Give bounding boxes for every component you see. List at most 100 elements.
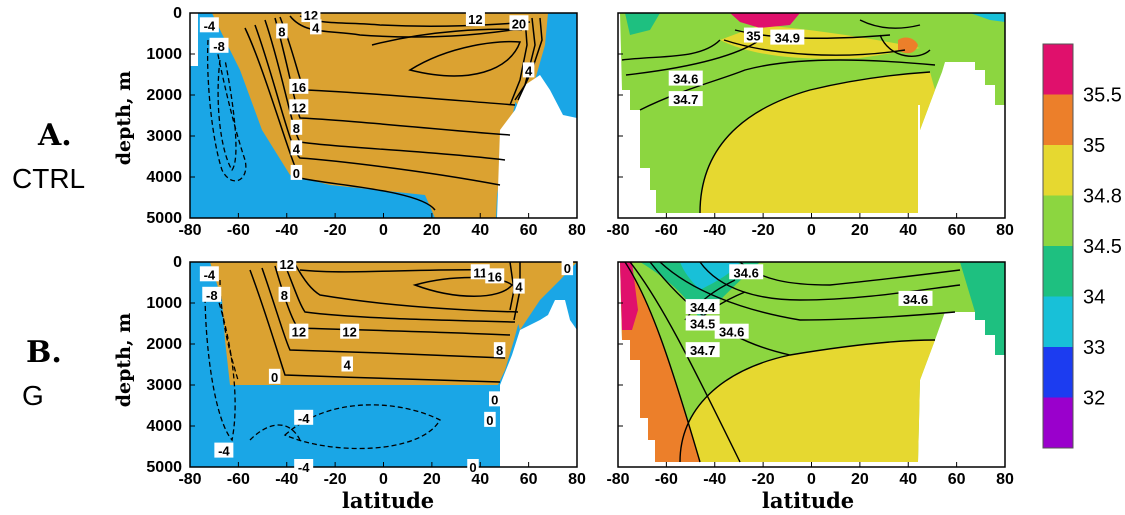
xlabel-right: latitude [762,488,854,513]
contour-label: -4 [199,266,219,282]
land-mask [500,300,577,467]
contour-label: -4 [294,409,314,426]
svg-text:12: 12 [468,12,482,27]
contour-label: 12 [289,323,309,340]
contour-label: -8 [202,286,222,303]
x-tick-label: 0 [379,471,388,488]
x-tick-label: 60 [520,222,538,239]
svg-text:16: 16 [488,269,502,284]
svg-text:34.6: 34.6 [903,292,928,307]
svg-text:0: 0 [491,392,498,407]
row-b-name: G [22,380,44,411]
colorbar-segment [1043,397,1073,448]
y-tick-label: 5000 [146,459,182,476]
svg-text:8: 8 [281,288,288,303]
contour-label: 8 [278,286,291,303]
svg-text:12: 12 [304,8,318,23]
contour-label: 20 [509,15,529,31]
svg-text:4: 4 [312,20,320,35]
x-tick-label: -20 [324,471,347,488]
colorbar-segment [1043,195,1073,246]
panel-a-right [618,13,1005,218]
svg-text:12: 12 [280,257,294,272]
x-tick-label: 20 [851,222,869,239]
contour-label: 0 [268,368,281,385]
svg-text:4: 4 [293,141,301,156]
contour-label: 34.6 [714,323,749,340]
positive-region-north [512,13,548,110]
contour-label: 34.7 [685,342,720,358]
salinity-35-5-core [898,37,918,54]
svg-text:0: 0 [293,166,300,181]
colorbar-tick-label: 32 [1083,388,1105,410]
x-tick-label: 0 [807,222,816,239]
contour-label: 34.6 [898,290,933,307]
contour-label: 0 [561,260,574,276]
row-a-name: CTRL [12,163,85,194]
svg-text:34.6: 34.6 [673,72,698,87]
x-tick-label: -60 [655,471,678,488]
contour-label: 34.6 [668,70,703,87]
svg-text:35: 35 [746,29,760,44]
colorbar-tick-label: 34 [1083,287,1105,309]
svg-text:34.9: 34.9 [775,31,800,46]
contour-label: 4 [522,62,535,78]
contour-label: -4 [294,459,314,475]
contour-label: 16 [289,78,309,95]
colorbar-tick-label: 34.5 [1083,236,1122,258]
x-tick-label: 0 [379,222,388,239]
ylabel-row-a: depth, m [113,71,135,166]
svg-text:12: 12 [342,325,356,340]
x-tick-label: 60 [948,222,966,239]
xlabel-left: latitude [342,488,434,513]
contour-label: 12 [340,323,360,340]
svg-text:34.7: 34.7 [690,343,715,358]
land-mask [497,75,577,218]
colorbar-segment [1043,296,1073,347]
x-tick-label: 20 [423,222,441,239]
x-tick-label: 0 [807,471,816,488]
colorbar-tick-label: 33 [1083,337,1105,359]
svg-text:34.4: 34.4 [690,300,716,315]
tick-labels: -80 -60 -40 -20 0 20 40 60 800100020003000400050… [146,5,1014,488]
positive-region [210,262,522,385]
colorbar-segment [1043,44,1073,95]
contour-label: -4 [199,17,219,33]
svg-text:34.6: 34.6 [719,325,744,340]
salinity-surface-low-2 [625,13,660,35]
panel-b-left [190,262,577,467]
salinity-35-region [680,340,935,462]
svg-text:4: 4 [344,358,352,373]
contour-label: 0 [290,164,303,181]
y-tick-label: 4000 [146,418,182,435]
colorbar-segment [1043,145,1073,196]
colorbar: 35.5 35 34.8 34.5 34 33 32 [1042,43,1122,449]
contour-label: -8 [209,37,229,54]
contour-label: 12 [301,7,321,23]
x-tick-label: -20 [752,222,775,239]
contour-label: 0 [467,459,479,475]
svg-text:-8: -8 [206,288,218,303]
svg-text:8: 8 [278,24,285,39]
x-tick-label: -20 [752,471,775,488]
y-tick-label: 5000 [146,210,182,227]
contour-label: 34.5 [685,315,720,332]
x-tick-label: -40 [703,222,726,239]
salinity-high-band [620,262,638,330]
row-a-letter: A. [37,118,72,153]
contour-label: 34.7 [668,91,703,107]
contour-label: 4 [310,19,322,35]
svg-text:16: 16 [292,80,306,95]
row-b-letter: B. [26,335,62,370]
ylabel-row-b: depth, m [113,313,135,408]
x-tick-label: 60 [948,471,966,488]
y-tick-label: 3000 [146,377,182,394]
svg-text:-4: -4 [204,18,216,33]
contour-label: -4 [214,442,234,459]
panel-b-right [618,262,1005,467]
contour-label: 4 [290,140,303,156]
svg-text:-4: -4 [298,411,310,426]
x-tick-label: -40 [703,471,726,488]
